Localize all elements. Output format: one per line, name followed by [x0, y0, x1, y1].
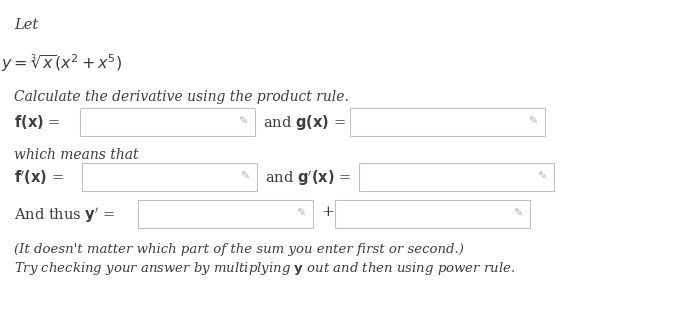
FancyBboxPatch shape	[359, 163, 554, 191]
Text: Try checking your answer by multiplying $\mathbf{y}$ out and then using power ru: Try checking your answer by multiplying …	[14, 260, 515, 277]
Text: +: +	[321, 205, 334, 219]
Text: ✎: ✎	[238, 117, 247, 127]
Text: $y = \sqrt[3]{x}(x^2 + x^5)$: $y = \sqrt[3]{x}(x^2 + x^5)$	[1, 52, 122, 74]
Text: Let: Let	[14, 18, 38, 32]
Text: ✎: ✎	[513, 209, 522, 219]
FancyBboxPatch shape	[80, 108, 255, 136]
FancyBboxPatch shape	[138, 200, 313, 228]
Text: $\mathbf{f(x)}$ =: $\mathbf{f(x)}$ =	[14, 113, 60, 131]
FancyBboxPatch shape	[335, 200, 530, 228]
FancyBboxPatch shape	[82, 163, 257, 191]
Text: and $\mathbf{g(x)}$ =: and $\mathbf{g(x)}$ =	[263, 113, 346, 132]
Text: which means that: which means that	[14, 148, 139, 162]
Text: ✎: ✎	[296, 209, 305, 219]
Text: ✎: ✎	[529, 117, 538, 127]
Text: and $\mathbf{g'(x)}$ =: and $\mathbf{g'(x)}$ =	[265, 168, 351, 187]
Text: $\mathbf{f'(x)}$ =: $\mathbf{f'(x)}$ =	[14, 168, 64, 186]
Text: ✎: ✎	[538, 172, 547, 182]
Text: And thus $\mathbf{y'}$ =: And thus $\mathbf{y'}$ =	[14, 205, 115, 225]
FancyBboxPatch shape	[350, 108, 545, 136]
Text: Calculate the derivative using the product rule.: Calculate the derivative using the produ…	[14, 90, 349, 104]
Text: ✎: ✎	[240, 172, 249, 182]
Text: (It doesn't matter which part of the sum you enter first or second.): (It doesn't matter which part of the sum…	[14, 243, 464, 256]
